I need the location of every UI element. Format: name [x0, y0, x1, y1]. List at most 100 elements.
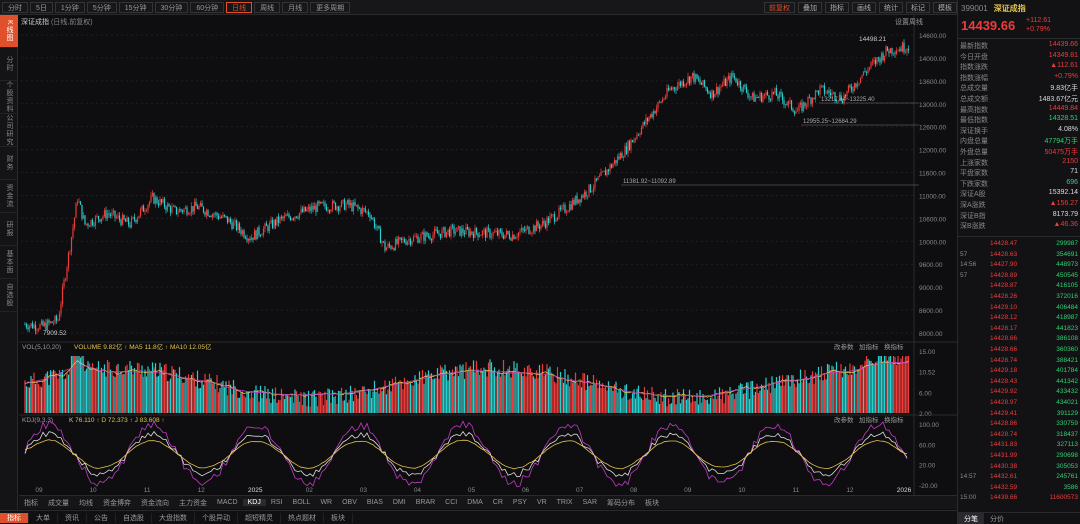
taskbar-tab[interactable]: 个股异动: [195, 512, 238, 523]
left-tab[interactable]: 资金流: [0, 180, 18, 213]
left-tab[interactable]: 基本面: [0, 246, 18, 279]
left-tab[interactable]: 自选股: [0, 279, 18, 312]
kdj-pane-button[interactable]: 改参数: [834, 415, 854, 424]
taskbar-tab[interactable]: 指标: [0, 512, 29, 523]
timeframe-button[interactable]: 15分钟: [118, 1, 153, 13]
volume-pane-button[interactable]: 加指标: [859, 342, 879, 351]
toolbar-control-button[interactable]: 画线: [852, 1, 876, 13]
indicator-tab[interactable]: CR: [492, 499, 503, 506]
tick-row[interactable]: 14428.87 416105: [960, 282, 1078, 289]
indicator-tab[interactable]: CCI: [445, 499, 458, 506]
indicator-tab[interactable]: DMI: [392, 499, 406, 506]
tick-row[interactable]: 14429.92 433432: [960, 388, 1078, 395]
timeframe-button[interactable]: 5日: [30, 1, 53, 13]
panel-bottom-tab[interactable]: 分笔: [958, 513, 984, 524]
indicator-tab[interactable]: 板块: [645, 499, 660, 507]
tick-row[interactable]: 14:56 14427.90 448973: [960, 261, 1078, 268]
indicator-tab[interactable]: MACD: [217, 499, 238, 506]
taskbar-tab[interactable]: 自选股: [116, 512, 152, 523]
indicator-tab[interactable]: BRAR: [415, 499, 436, 506]
tick-row[interactable]: 14428.66 360360: [960, 346, 1078, 353]
tick-row[interactable]: 14429.41 391129: [960, 410, 1078, 417]
taskbar-tab[interactable]: 热点题材: [281, 512, 324, 523]
tick-row[interactable]: 14429.10 406484: [960, 304, 1078, 311]
indicator-tab[interactable]: WR: [320, 499, 333, 506]
left-tab[interactable]: 研报: [0, 213, 18, 246]
tick-row[interactable]: 14430.38 305053: [960, 463, 1078, 470]
tick-row[interactable]: 57 14428.63 354691: [960, 251, 1078, 258]
timeframe-button[interactable]: 更多周期: [310, 1, 351, 13]
indicator-tab[interactable]: SAR: [582, 499, 598, 506]
candle-body: [811, 98, 814, 104]
timeframe-button[interactable]: 5分钟: [86, 1, 117, 13]
tick-row[interactable]: 14428.74 388421: [960, 357, 1078, 364]
taskbar-tab[interactable]: 公告: [87, 512, 116, 523]
indicator-tab[interactable]: 成交量: [48, 499, 69, 507]
indicator-tab[interactable]: 均线: [79, 499, 93, 507]
indicator-tab[interactable]: RSI: [270, 499, 283, 506]
timeframe-button[interactable]: 1分钟: [54, 1, 85, 13]
indicator-tab[interactable]: DMA: [467, 499, 483, 506]
candle-body: [769, 99, 772, 101]
indicator-tab[interactable]: 筹码分布: [607, 499, 636, 507]
tick-row[interactable]: 57 14428.89 450545: [960, 272, 1078, 279]
timeframe-button[interactable]: 60分钟: [190, 1, 225, 13]
tick-row[interactable]: 14428.86 330759: [960, 420, 1078, 427]
kdj-pane-button[interactable]: 换指标: [884, 415, 904, 424]
kline-chart-area[interactable]: 14600.00 14000.00 13600.00 13000.00 12600.00…: [19, 15, 957, 495]
timeframe-button[interactable]: 日线: [226, 1, 253, 13]
volume-pane-button[interactable]: 改参数: [834, 342, 854, 351]
volume-pane-button[interactable]: 换指标: [884, 342, 904, 351]
indicator-tab[interactable]: 资金博弈: [103, 499, 131, 507]
indicator-tab[interactable]: VR: [536, 499, 547, 506]
toolbar-control-button[interactable]: 前复权: [764, 1, 795, 13]
taskbar-tab[interactable]: 超短精灵: [238, 512, 281, 523]
toolbar-control-button[interactable]: 模板: [933, 1, 957, 13]
tick-row[interactable]: 14432.59 3586: [960, 484, 1078, 491]
tick-row[interactable]: 14428.17 441823: [960, 325, 1078, 332]
kdj-pane-button[interactable]: 加指标: [859, 415, 879, 424]
left-tab[interactable]: 财务: [0, 147, 18, 180]
settings-button[interactable]: 设置周线: [895, 19, 923, 26]
timeframe-button[interactable]: 分时: [2, 1, 28, 13]
indicator-tab[interactable]: KDJ: [242, 499, 266, 506]
left-tab[interactable]: K线图: [0, 15, 18, 48]
taskbar-tab[interactable]: 大单: [29, 512, 58, 523]
indicator-tab[interactable]: PSY: [512, 499, 527, 506]
left-tab[interactable]: 个股资料: [0, 81, 18, 114]
indicator-tab[interactable]: TRIX: [556, 499, 573, 506]
tick-row[interactable]: 14428.97 434021: [960, 399, 1078, 406]
tick-row[interactable]: 14428.12 418987: [960, 314, 1078, 321]
tick-row[interactable]: 14:57 14432.61 245761: [960, 473, 1078, 480]
tick-row[interactable]: 14429.18 401784: [960, 367, 1078, 374]
indicator-tab[interactable]: BIAS: [366, 499, 383, 506]
timeframe-button[interactable]: 30分钟: [154, 1, 189, 13]
candle-body: [726, 79, 728, 87]
toolbar-control-button[interactable]: 统计: [879, 1, 903, 13]
indicator-tab[interactable]: BOLL: [292, 499, 311, 506]
tick-row[interactable]: 14431.99 290698: [960, 452, 1078, 459]
left-tab[interactable]: 分时: [0, 48, 18, 81]
tick-row[interactable]: 14428.26 372016: [960, 293, 1078, 300]
indicator-tab[interactable]: 主力资金: [179, 499, 207, 507]
tick-row[interactable]: 14428.66 386108: [960, 335, 1078, 342]
tick-row[interactable]: 14431.83 327113: [960, 441, 1078, 448]
panel-bottom-tab[interactable]: 分价: [990, 516, 1004, 523]
tick-row[interactable]: 14428.47 299987: [960, 240, 1078, 247]
tick-row[interactable]: 15:00 14439.66 11600573: [960, 494, 1078, 501]
toolbar-control-button[interactable]: 标记: [906, 1, 930, 13]
indicator-tab[interactable]: OBV: [342, 499, 357, 506]
timeframe-button[interactable]: 月线: [282, 1, 309, 13]
indicator-tab[interactable]: 资金流向: [141, 499, 169, 507]
toolbar-control-button[interactable]: 指标: [825, 1, 849, 13]
taskbar-tab[interactable]: 资讯: [58, 512, 87, 523]
taskbar-tab[interactable]: 大盘指数: [152, 512, 195, 523]
left-tab[interactable]: 公司研究: [0, 114, 18, 147]
indicator-tab[interactable]: 指标: [24, 499, 38, 507]
timeframe-button[interactable]: 周线: [254, 1, 281, 13]
taskbar-tab[interactable]: 板块: [324, 512, 353, 523]
kline-chart-svg[interactable]: 14600.00 14000.00 13600.00 13000.00 12600.00…: [19, 15, 957, 495]
tick-row[interactable]: 14428.74 318437: [960, 431, 1078, 438]
toolbar-control-button[interactable]: 叠加: [798, 1, 822, 13]
tick-row[interactable]: 14428.43 441342: [960, 378, 1078, 385]
